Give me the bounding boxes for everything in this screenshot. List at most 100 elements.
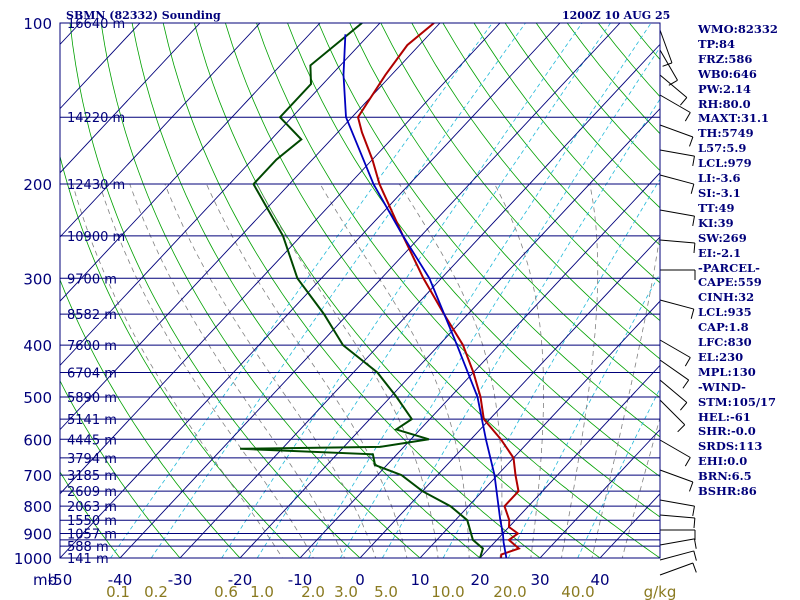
stat-line: SHR:-0.0 xyxy=(698,424,756,439)
wind-barb xyxy=(659,239,695,244)
stat-line: MAXT:31.1 xyxy=(698,111,769,126)
isotherm xyxy=(60,23,381,367)
stat-line: LCL:935 xyxy=(698,305,752,320)
mixing-ratio-label: 10.0 xyxy=(431,583,464,600)
pressure-tick-label: 900 xyxy=(23,526,52,544)
isotherm xyxy=(60,23,441,431)
pressure-tick-label: 200 xyxy=(23,176,52,194)
wind-barb xyxy=(659,299,694,310)
stat-line: LCL:979 xyxy=(698,156,752,171)
pressure-tick-label: 700 xyxy=(23,467,52,485)
wind-barb xyxy=(659,209,695,217)
stat-line: BRN:6.5 xyxy=(698,469,752,484)
stat-line: MPL:130 xyxy=(698,364,756,379)
temperature-tick-label: -20 xyxy=(228,571,253,589)
wind-barb-flag xyxy=(684,357,691,367)
temperature-tick-label: 40 xyxy=(590,571,609,589)
height-label: 14220 m xyxy=(67,111,125,126)
mixing-ratio-label: 2.0 xyxy=(301,583,325,600)
ylabel: mb xyxy=(33,571,57,589)
stats-panel: WMO:82332 TP:84 FRZ:586 WB0:646 PW:2.14 RH:80… xyxy=(698,22,798,499)
background-lines xyxy=(60,23,660,558)
chart-time: 1200Z 10 AUG 25 xyxy=(562,9,671,22)
stat-line: TH:5749 xyxy=(698,126,754,141)
isotherm xyxy=(479,364,660,558)
height-label: 10900 m xyxy=(67,230,125,245)
moist-adiabat xyxy=(99,183,314,558)
wind-barb-flag xyxy=(677,424,686,433)
wind-barb-flag xyxy=(692,155,695,167)
isotherm xyxy=(60,23,201,174)
pressure-tick-label: 400 xyxy=(23,337,52,355)
wind-barb xyxy=(659,538,695,546)
isotherm xyxy=(60,23,321,302)
stat-line: SI:-3.1 xyxy=(698,185,741,200)
moist-adiabat xyxy=(561,184,599,558)
moist-adiabat xyxy=(399,183,503,558)
stat-line: WMO:82332 xyxy=(698,22,778,36)
height-label: 4445 m xyxy=(67,433,117,448)
stat-line: LFC:830 xyxy=(698,335,752,350)
dewpoint-line xyxy=(240,23,485,558)
wind-barb xyxy=(659,562,694,576)
stat-line: CAPE:559 xyxy=(698,275,762,290)
wind-barb xyxy=(659,94,691,113)
temperature-tick-label: -50 xyxy=(48,571,73,589)
wind-barb xyxy=(659,359,689,381)
wind-barb-flag xyxy=(693,243,696,254)
height-label: 9700 m xyxy=(67,272,117,287)
isotherm xyxy=(539,428,660,558)
stat-line: -WIND- xyxy=(698,379,746,394)
height-label: 1057 m xyxy=(67,528,117,543)
wind-barb-flag xyxy=(692,215,695,227)
wind-barb xyxy=(659,499,695,507)
wind-barb-flag xyxy=(690,308,695,319)
height-label: 12430 m xyxy=(67,178,125,193)
wind-barb xyxy=(659,514,695,519)
wind-barb xyxy=(659,399,686,426)
wind-barb xyxy=(659,439,691,458)
isotherm xyxy=(419,300,660,558)
stat-line: RH:80.0 xyxy=(698,96,751,111)
temperature-tick-label: -30 xyxy=(168,571,193,589)
wind-barb-flag xyxy=(692,562,697,573)
stat-line: KI:39 xyxy=(698,215,734,230)
stat-line: CAP:1.8 xyxy=(698,320,749,335)
pressure-tick-label: 800 xyxy=(23,498,52,516)
height-label: 141 m xyxy=(67,552,109,567)
wind-barb-flag xyxy=(693,538,697,549)
moist-adiabat xyxy=(319,183,470,558)
moist-adiabat xyxy=(206,183,408,558)
wind-barb-flag xyxy=(684,457,691,467)
wind-barb-flag xyxy=(682,379,690,389)
wind-barb-flag xyxy=(693,550,697,561)
height-label: 6704 m xyxy=(67,366,117,381)
stat-line: EL:230 xyxy=(698,349,744,364)
wind-barbs xyxy=(659,29,697,576)
stat-line: LI:-3.6 xyxy=(698,171,741,186)
isotherm xyxy=(119,23,621,558)
stat-line: FRZ:586 xyxy=(698,51,753,66)
stat-line: EHI:0.0 xyxy=(698,454,748,469)
height-label: 2063 m xyxy=(67,500,117,515)
temperature-tick-label: 30 xyxy=(530,571,549,589)
stat-line: CINH:32 xyxy=(698,290,755,305)
mixing-ratio-label: 1.0 xyxy=(250,583,274,600)
pressure-tick-label: 500 xyxy=(23,389,52,407)
height-label: 2609 m xyxy=(67,485,117,500)
wind-barb xyxy=(659,379,688,403)
mixing-ratio-label: 40.0 xyxy=(561,583,594,600)
stat-line: PW:2.14 xyxy=(698,81,752,96)
height-label: 8582 m xyxy=(67,308,117,323)
isotherm xyxy=(60,23,501,495)
mixing-ratio-label: 0.6 xyxy=(214,583,238,600)
mixing-ratio-label: 0.2 xyxy=(144,583,168,600)
height-label: 3794 m xyxy=(67,452,117,467)
wind-barb xyxy=(659,74,688,98)
wind-barb xyxy=(659,339,691,358)
stat-line: TT:49 xyxy=(698,200,735,215)
mixing-ratio-label: 3.0 xyxy=(334,583,358,600)
stat-line: SW:269 xyxy=(698,230,747,245)
wind-barb-flag xyxy=(692,505,695,517)
